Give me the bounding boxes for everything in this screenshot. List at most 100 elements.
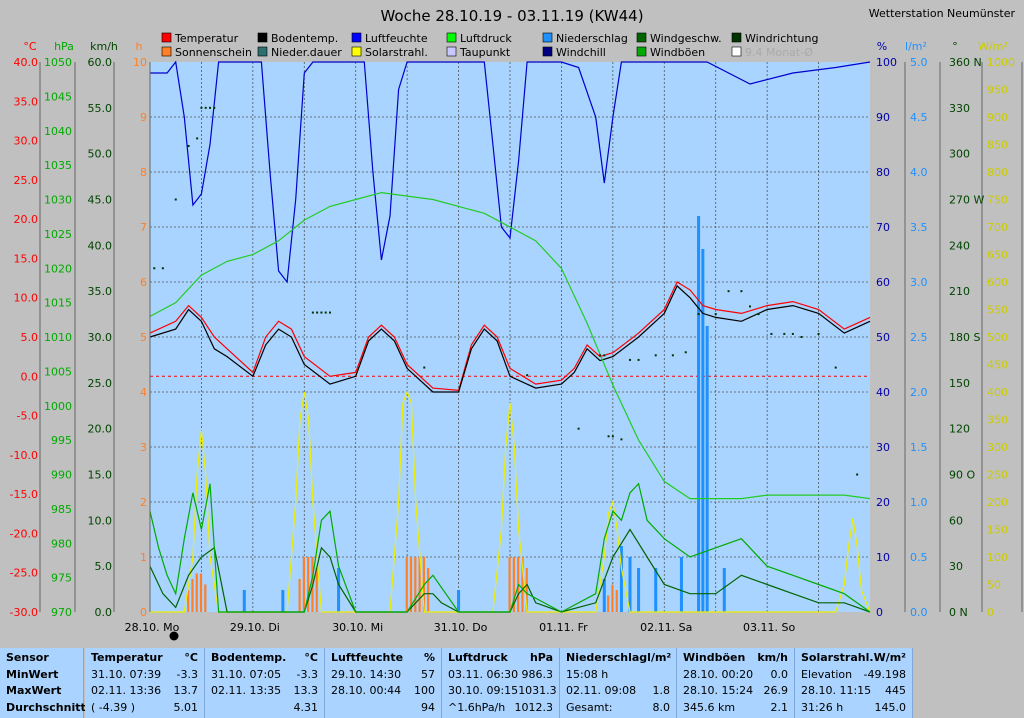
tick-label-direction: 360 N (949, 56, 982, 69)
legend-label: Nieder.dauer (271, 46, 342, 59)
stats-cell-value: -3.3 (176, 667, 198, 681)
sunshine-bar (405, 557, 408, 612)
wind-direction-layer (153, 106, 859, 476)
axes: 40.035.030.025.020.015.010.05.00.0-5.0-1… (10, 40, 1023, 634)
wind-direction-dot (817, 332, 820, 335)
stats-cell-label: 02.11. 13:36 (91, 684, 162, 697)
tick-label-wind: 30.0 (88, 331, 113, 344)
stats-row: 02.11. 13:35 13.3 (211, 683, 318, 700)
legend-label: Niederschlag (556, 32, 628, 45)
tick-label-humidity: 50 (876, 331, 890, 344)
series-line-luftfeuchte (150, 60, 871, 284)
moon-phase-icon (169, 631, 179, 641)
tick-label-humidity: 40 (876, 386, 890, 399)
sunshine-bar (615, 590, 618, 612)
stats-row: 345.6 km 2.1 (683, 700, 788, 717)
stats-cell-value: 5.01 (173, 700, 199, 714)
stats-panel-header: Luftdruck hPa (448, 650, 553, 667)
stats-row-labels: Sensor MinWert MaxWert Durchschnitt (0, 648, 86, 718)
legend-swatch (257, 32, 268, 43)
stats-sensor-name: Solarstrahl. (801, 651, 874, 664)
tick-label-wind: 35.0 (88, 285, 113, 298)
wind-direction-dot (637, 358, 640, 361)
sunshine-bar (298, 579, 301, 612)
tick-label-pressure: 1040 (44, 125, 72, 138)
legend-swatch (161, 32, 172, 43)
tick-label-pressure: 985 (51, 503, 72, 516)
tick-label-pressure: 1030 (44, 194, 72, 207)
tick-label-wind: 15.0 (88, 469, 113, 482)
stats-row: 02.11. 09:08 1.8 (566, 683, 670, 700)
stats-sensor-unit: hPa (529, 651, 553, 664)
axis-unit-temp: °C (23, 40, 37, 53)
stats-row: 31.10. 07:39 -3.3 (91, 667, 198, 684)
chart-title: Woche 28.10.19 - 03.11.19 (KW44) (380, 7, 643, 25)
row-label-avg: Durchschnitt (6, 700, 86, 714)
stats-row: 15:08 h (566, 667, 670, 684)
rain-bar (722, 568, 726, 612)
stats-cell-label: 15:08 h (566, 667, 609, 681)
tick-label-wind: 40.0 (88, 239, 113, 252)
sunshine-bar (521, 557, 524, 612)
tick-label-solar: 250 (987, 469, 1008, 482)
legend-label: Temperatur (174, 32, 239, 45)
tick-label-solar: 450 (987, 359, 1008, 372)
stats-cell-value: 100 (414, 684, 435, 697)
tick-label-rain: 5.0 (910, 56, 928, 69)
tick-label-temp: -15.0 (10, 488, 38, 501)
tick-label-pressure: 1015 (44, 297, 72, 310)
stats-sensor-name: Windböen (683, 651, 746, 664)
tick-label-solar: 700 (987, 221, 1008, 234)
tick-label-temp: 35.0 (14, 95, 39, 108)
tick-label-solar: 550 (987, 304, 1008, 317)
wind-direction-dot (577, 427, 580, 430)
tick-label-hours: 6 (140, 276, 147, 289)
day-label: 03.11. So (743, 621, 795, 634)
axis-unit-humidity: % (877, 40, 887, 53)
tick-label-direction: 120 (949, 423, 970, 436)
stats-cell-label: 31.10. 07:05 (211, 667, 282, 681)
tick-label-direction: 270 W (949, 194, 984, 207)
tick-label-solar: 650 (987, 249, 1008, 262)
sunshine-bar (409, 557, 413, 612)
tick-label-wind: 50.0 (88, 148, 113, 161)
tick-label-solar: 600 (987, 276, 1008, 289)
rain-bar (628, 557, 632, 612)
legend-swatch (351, 46, 362, 57)
tick-label-solar: 400 (987, 386, 1008, 399)
legend-swatch (636, 32, 647, 43)
stats-cell-label: ^1.6hPa/h (448, 700, 506, 714)
legend-swatch (542, 46, 553, 57)
stats-cell-label: 28.10. 11:15 (801, 684, 872, 697)
stats-panel-header: Bodentemp. °C (211, 650, 318, 667)
axis-unit-hours: h (136, 40, 143, 53)
tick-label-solar: 100 (987, 551, 1008, 564)
legend-label: Windböen (650, 46, 705, 59)
station-name: Wetterstation Neumünster (869, 7, 1016, 20)
tick-label-humidity: 90 (876, 111, 890, 124)
tick-label-hours: 4 (140, 386, 147, 399)
stats-sensor-unit: % (423, 651, 435, 664)
wind-direction-dot (316, 311, 319, 314)
wind-direction-dot (204, 106, 207, 109)
rain-bar (242, 590, 246, 612)
legend-label: Bodentemp. (271, 32, 338, 45)
sunshine-bar (427, 568, 430, 612)
stats-cell-label: 02.11. 13:35 (211, 684, 282, 697)
weather-chart: 40.035.030.025.020.015.010.05.00.0-5.0-1… (9, 7, 1023, 641)
legend-swatch (161, 46, 172, 57)
wind-direction-dot (209, 106, 211, 109)
tick-label-rain: 2.0 (910, 386, 928, 399)
tick-label-pressure: 970 (51, 606, 72, 619)
tick-label-rain: 0.5 (910, 551, 928, 564)
day-label: 31.10. Do (434, 621, 488, 634)
wind-direction-dot (153, 267, 156, 270)
wind-direction-dot (213, 106, 216, 109)
wind-direction-dot (783, 332, 786, 335)
tick-label-wind: 10.0 (88, 514, 113, 527)
sunshine-bar (414, 557, 417, 612)
wind-direction-dot (200, 106, 203, 109)
legend-swatch (446, 46, 457, 57)
stats-panel: Niederschlag l/m² 15:08 h 02.11. 09:08 1.8 Ge… (560, 648, 677, 718)
day-label: 01.11. Fr (539, 621, 588, 634)
